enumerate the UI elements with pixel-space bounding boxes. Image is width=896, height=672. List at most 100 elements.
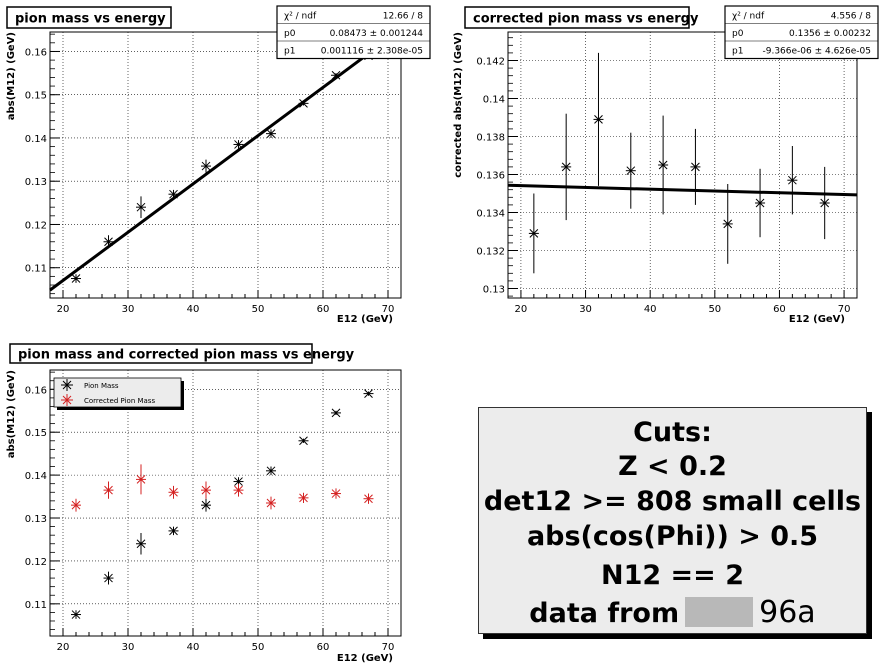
chart1-x-tick-label: 30 <box>122 304 135 315</box>
chart3-series1-point <box>363 389 374 398</box>
chart3-series2-point <box>168 485 179 499</box>
chart2-stats-value: 0.1356 ± 0.00232 <box>789 29 871 39</box>
redacted-block <box>685 596 754 627</box>
chart3-marker-d2 <box>136 475 146 484</box>
chart2-y-tick-label: 0.14 <box>483 95 505 106</box>
chart2-series1-point <box>528 193 539 274</box>
chart3-legend-marker <box>61 379 73 391</box>
chart1-series1-point <box>233 140 244 149</box>
chart3-x-tick-label: 60 <box>317 642 330 653</box>
chart2-title: corrected pion mass vs energy <box>473 12 699 27</box>
chart3-x-tick-label: 50 <box>252 642 265 653</box>
chart3-x-tick-label: 40 <box>187 642 200 653</box>
chart3-y-axis-label: abs(M12) (GeV) <box>6 370 17 458</box>
cut-det12: det12 >= 808 small cells <box>483 486 862 517</box>
chart2-series1-point <box>561 113 572 221</box>
chart1-stats-box <box>276 5 431 60</box>
chart2-stats-label: p1 <box>732 46 743 56</box>
chart2-marker-d2 <box>561 162 571 172</box>
chart1-y-axis-label: abs(M12) (GeV) <box>6 32 17 120</box>
chart3-title-box <box>9 343 313 364</box>
chart1-marker-d2 <box>104 237 113 247</box>
cuts-box: Cuts: Z < 0.2 det12 >= 808 small cells a… <box>478 407 867 634</box>
chart2-marker-d2 <box>723 219 733 229</box>
chart1-x-tick-label: 20 <box>57 304 70 315</box>
chart2-title-box <box>464 6 690 29</box>
chart2-y-axis-label: corrected abs(M12) (GeV) <box>453 32 464 178</box>
chart3-y-tick-label: 0.12 <box>25 557 47 568</box>
chart3-marker-d2 <box>169 526 178 536</box>
chart3-marker-d2 <box>201 500 211 510</box>
chart3-series2-point <box>266 496 276 510</box>
chart3-marker-d2 <box>201 485 211 495</box>
chart3-series1-point <box>201 498 211 512</box>
chart2-x-axis-label: E12 (GeV) <box>789 314 845 325</box>
chart2-stats-value: -9.366e-06 ± 4.626e-05 <box>762 46 871 56</box>
chart2-marker-d2 <box>658 160 668 170</box>
chart1-series1-point <box>298 99 309 108</box>
chart2-y-tick-label: 0.13 <box>483 285 505 296</box>
chart1-x-tick-label: 40 <box>187 304 200 315</box>
cut-n12: N12 == 2 <box>600 560 744 591</box>
chart2-fit-line <box>507 183 858 197</box>
chart1-stats-label: p1 <box>284 46 295 56</box>
chart1-marker-d2 <box>169 189 178 199</box>
chart1-fit-line <box>49 28 402 292</box>
chart3-marker-d2 <box>331 408 341 418</box>
chart3-series2-point <box>71 498 81 512</box>
chart1-y-tick-label: 0.16 <box>25 47 47 58</box>
chart3-series1-point <box>103 571 114 585</box>
chart1-title-box <box>6 6 172 29</box>
chart1-marker-d2 <box>299 99 308 108</box>
chart1-marker-d2 <box>266 129 276 138</box>
chart2-stats-label: p0 <box>732 29 744 39</box>
chart1-series1-point <box>71 274 81 283</box>
chart2-series1-point <box>819 166 830 240</box>
chart3-series2-point <box>331 488 341 499</box>
chart2-x-tick-label: 70 <box>838 304 851 315</box>
chart2-marker-d2 <box>626 166 636 176</box>
chart3-marker-d2 <box>364 389 373 398</box>
data-source-suffix: 96a <box>759 595 816 630</box>
chart3-y-tick-label: 0.11 <box>25 600 47 611</box>
chart1-marker-d2 <box>136 202 146 212</box>
chart2-x-tick-label: 20 <box>515 304 528 315</box>
chart2-y-tick-label: 0.138 <box>476 133 505 144</box>
chart2-y-tick-label: 0.134 <box>476 209 505 220</box>
chart1-series1-point <box>103 235 114 249</box>
chart3-series2-point <box>363 493 374 504</box>
chart3-series1-point <box>136 533 146 555</box>
chart3-frame <box>49 369 402 637</box>
chart1-x-tick-label: 60 <box>317 304 330 315</box>
chart1-x-tick-label: 70 <box>382 304 395 315</box>
chart3-legend-box <box>53 377 182 408</box>
chart2-series1-point <box>625 132 636 209</box>
data-source-prefix: data from <box>529 598 680 629</box>
chart3-y-tick-label: 0.13 <box>25 514 47 525</box>
chart3-marker-d2 <box>299 493 308 503</box>
chart2-y-tick-label: 0.142 <box>476 57 505 68</box>
chart3-y-tick-label: 0.14 <box>25 471 47 482</box>
chart1-marker-d2 <box>201 161 211 171</box>
chart3-marker-d2 <box>169 487 178 497</box>
chart2-series1-point <box>658 115 669 215</box>
chart1-marker-d2 <box>331 70 341 80</box>
chart1-y-tick-label: 0.12 <box>25 220 47 231</box>
chart1-series1-point <box>201 159 211 173</box>
chart2-series1-point <box>787 146 798 215</box>
chart1-stats-label: p0 <box>284 29 296 39</box>
chart3-series1-point <box>266 466 276 476</box>
chart3-marker-d2 <box>299 436 308 446</box>
chart3-series1-point <box>233 477 244 486</box>
chart3-series2-point <box>298 492 309 503</box>
chart3-marker-d2 <box>331 489 341 498</box>
chart2-y-tick-label: 0.132 <box>476 247 505 258</box>
chart3-legend-marker <box>61 394 73 406</box>
chart3-y-tick-label: 0.16 <box>25 385 47 396</box>
chart3-series1-point <box>168 526 179 536</box>
chart2-marker-d2 <box>691 162 700 172</box>
chart2-frame <box>507 31 858 299</box>
cut-cos-phi: abs(cos(Phi)) > 0.5 <box>526 521 819 552</box>
chart2-series1-point <box>755 168 766 238</box>
